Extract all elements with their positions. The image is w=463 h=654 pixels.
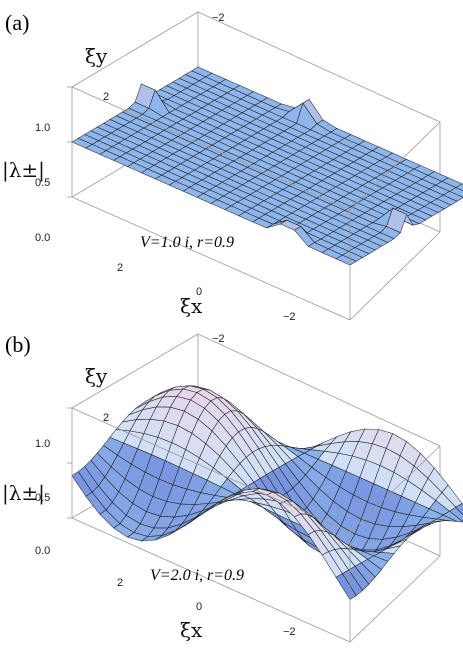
box-edge <box>71 196 351 321</box>
panel-b-ytick-1: 2 <box>103 412 109 424</box>
panel-a-zlabel: |λ±| <box>2 158 45 183</box>
panel-a-ytick-0: −2 <box>212 12 225 24</box>
panel-a-box-front <box>67 86 441 321</box>
panel-b: (b) ξy |λ±| ξx −2 2 1.0 0.5 0.0 2 0 −2 V… <box>2 332 463 643</box>
box-edge <box>71 11 199 88</box>
panel-a-xtick-1: 0 <box>196 286 202 298</box>
panel-a-ztick-1: 0.5 <box>35 177 50 189</box>
panel-b-ztick-2: 0.0 <box>35 545 50 557</box>
panel-a-ztick-2: 0.0 <box>35 232 50 244</box>
panel-a: (a) ξy |λ±| ξx −2 2 1.0 0.5 0.0 2 0 −2 V… <box>2 10 463 323</box>
box-edge <box>71 517 351 643</box>
surface-patch <box>335 254 357 266</box>
panel-b-xtick-1: 0 <box>196 601 202 613</box>
panel-b-ztick-0: 1.0 <box>35 438 50 450</box>
box-edge <box>197 11 441 123</box>
panel-b-annotation: V=2.0 i, r=0.9 <box>150 567 244 584</box>
box-edge <box>197 333 441 447</box>
panel-b-box-front <box>67 407 441 643</box>
panel-b-surface <box>71 385 463 601</box>
panel-a-annotation: V=1.0 i, r=0.9 <box>140 234 234 251</box>
panel-a-label: (a) <box>5 10 29 35</box>
panel-b-zlabel: |λ±| <box>2 481 45 506</box>
surface-patch <box>335 573 357 601</box>
box-edge <box>349 231 441 321</box>
box-edge <box>349 121 441 211</box>
panel-a-ylabel: ξy <box>85 44 108 68</box>
panel-b-xtick-0: 2 <box>117 577 123 589</box>
box-edge <box>349 555 441 643</box>
panel-a-surface <box>71 66 463 266</box>
panel-a-ztick-0: 1.0 <box>35 122 50 134</box>
surface-patch <box>455 183 463 192</box>
panel-a-xlabel: ξx <box>180 294 203 318</box>
box-edge <box>71 407 351 533</box>
panel-b-xlabel: ξx <box>180 618 203 642</box>
box-edge <box>71 333 199 409</box>
box-edge <box>71 86 351 211</box>
panel-b-xtick-2: −2 <box>283 626 296 638</box>
panel-b-ytick-0: −2 <box>212 333 225 345</box>
panel-a-xtick-2: −2 <box>283 311 296 323</box>
panel-b-ylabel: ξy <box>85 364 108 388</box>
panel-b-label: (b) <box>5 332 31 357</box>
panel-b-ztick-1: 0.5 <box>35 492 50 504</box>
surface-patch <box>455 503 463 516</box>
panel-a-xtick-0: 2 <box>117 262 123 274</box>
panel-a-ytick-1: 2 <box>103 91 109 103</box>
box-edge <box>349 445 441 533</box>
